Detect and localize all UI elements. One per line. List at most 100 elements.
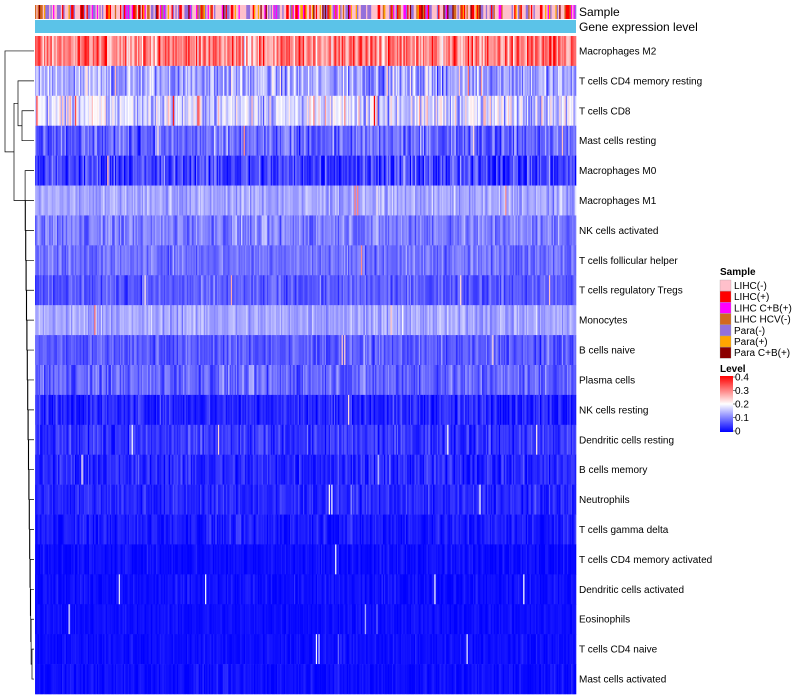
heatmap-cell — [404, 36, 407, 67]
heatmap-cell — [434, 125, 436, 156]
heatmap-cell — [157, 95, 159, 127]
heatmap-cell — [292, 36, 295, 67]
heatmap-cell — [118, 155, 121, 186]
heatmap-cell — [466, 215, 469, 246]
heatmap-cell — [362, 215, 364, 246]
heatmap-cell — [349, 125, 351, 156]
heatmap-cell — [429, 185, 431, 216]
heatmap-cell — [500, 36, 502, 67]
heatmap-cell — [476, 305, 479, 336]
heatmap-cell — [158, 305, 161, 336]
heatmap-cell — [413, 245, 416, 276]
heatmap-cell — [217, 95, 220, 127]
heatmap-cell — [449, 215, 452, 246]
heatmap-cell — [135, 245, 138, 276]
heatmap-cell — [238, 245, 241, 276]
heatmap-cell — [574, 185, 577, 216]
heatmap-cell — [188, 95, 190, 127]
heatmap-cell — [78, 275, 81, 306]
heatmap-cell — [55, 275, 58, 306]
heatmap-cell — [252, 275, 255, 306]
heatmap-cell — [275, 335, 278, 366]
heatmap-cell — [193, 215, 196, 246]
heatmap-cell — [135, 65, 138, 97]
heatmap-cell — [542, 36, 545, 67]
heatmap-cell — [462, 245, 465, 276]
heatmap-cell — [187, 95, 189, 127]
heatmap-cell — [341, 215, 344, 246]
heatmap-cell — [427, 65, 430, 97]
heatmap-cell — [300, 305, 302, 336]
heatmap-cell — [246, 125, 248, 156]
heatmap-cell — [197, 275, 199, 306]
heatmap-cell — [476, 335, 479, 366]
heatmap-cell — [512, 95, 515, 127]
heatmap-cell — [194, 125, 197, 156]
heatmap-cell — [112, 245, 114, 276]
heatmap-cell — [189, 155, 192, 186]
heatmap-cell — [76, 245, 78, 276]
heatmap-cell — [563, 95, 565, 127]
sample-annotation-cell — [466, 5, 469, 19]
sample-annotation-cell — [256, 5, 259, 19]
heatmap-cell — [538, 215, 541, 246]
heatmap-cell — [166, 185, 168, 216]
heatmap-cell — [170, 305, 172, 336]
heatmap-cell — [82, 65, 85, 97]
heatmap-cell — [111, 125, 113, 156]
heatmap-cell — [134, 95, 136, 127]
heatmap-cell — [190, 36, 193, 67]
heatmap-cell — [378, 245, 381, 276]
heatmap-cell — [247, 185, 250, 216]
sample-annotation-cell — [76, 5, 78, 19]
heatmap-cell — [183, 335, 185, 366]
heatmap-cell — [270, 36, 273, 67]
heatmap-cell — [72, 95, 74, 127]
heatmap-cell — [287, 305, 290, 336]
heatmap-cell — [72, 215, 74, 246]
heatmap-cell — [105, 125, 108, 156]
heatmap-cell — [471, 65, 474, 97]
heatmap-cell — [573, 275, 576, 306]
heatmap-cell — [59, 65, 62, 97]
heatmap-cell — [496, 185, 498, 216]
heatmap-cell — [290, 335, 292, 366]
heatmap-cell — [149, 125, 152, 156]
sample-annotation-cell — [417, 5, 420, 19]
heatmap-cell — [492, 275, 494, 306]
heatmap-cell — [534, 215, 537, 246]
heatmap-cell — [299, 215, 301, 246]
heatmap-cell — [390, 215, 393, 246]
heatmap-cell — [474, 215, 476, 246]
heatmap-cell — [197, 125, 199, 156]
heatmap-cell — [574, 155, 577, 186]
heatmap-cell — [92, 95, 95, 127]
heatmap-cell — [299, 275, 301, 306]
heatmap-cell — [478, 305, 480, 336]
heatmap-cell — [132, 95, 135, 127]
heatmap-cell — [497, 245, 500, 276]
heatmap-cell — [462, 95, 465, 127]
heatmap-cell — [386, 275, 389, 306]
heatmap-cell — [478, 335, 480, 366]
heatmap-cell — [533, 185, 536, 216]
heatmap-cell — [532, 215, 534, 246]
heatmap-cell — [95, 305, 98, 336]
heatmap-cell — [308, 215, 310, 246]
sample-annotation-cell — [399, 5, 402, 19]
heatmap-cell — [266, 275, 269, 306]
heatmap-cell — [559, 305, 561, 336]
heatmap-cell — [389, 275, 391, 306]
heatmap-cell — [67, 65, 69, 97]
heatmap-cell — [377, 185, 380, 216]
heatmap-cell — [457, 245, 460, 276]
heatmap-cell — [207, 245, 210, 276]
heatmap-cell — [90, 185, 92, 216]
heatmap-cell — [223, 36, 225, 67]
heatmap-cell — [94, 155, 96, 186]
heatmap-cell — [103, 125, 105, 156]
heatmap-cell — [396, 185, 399, 216]
heatmap-cell — [72, 245, 74, 276]
heatmap-cell — [273, 275, 275, 306]
heatmap-cell — [555, 305, 557, 336]
